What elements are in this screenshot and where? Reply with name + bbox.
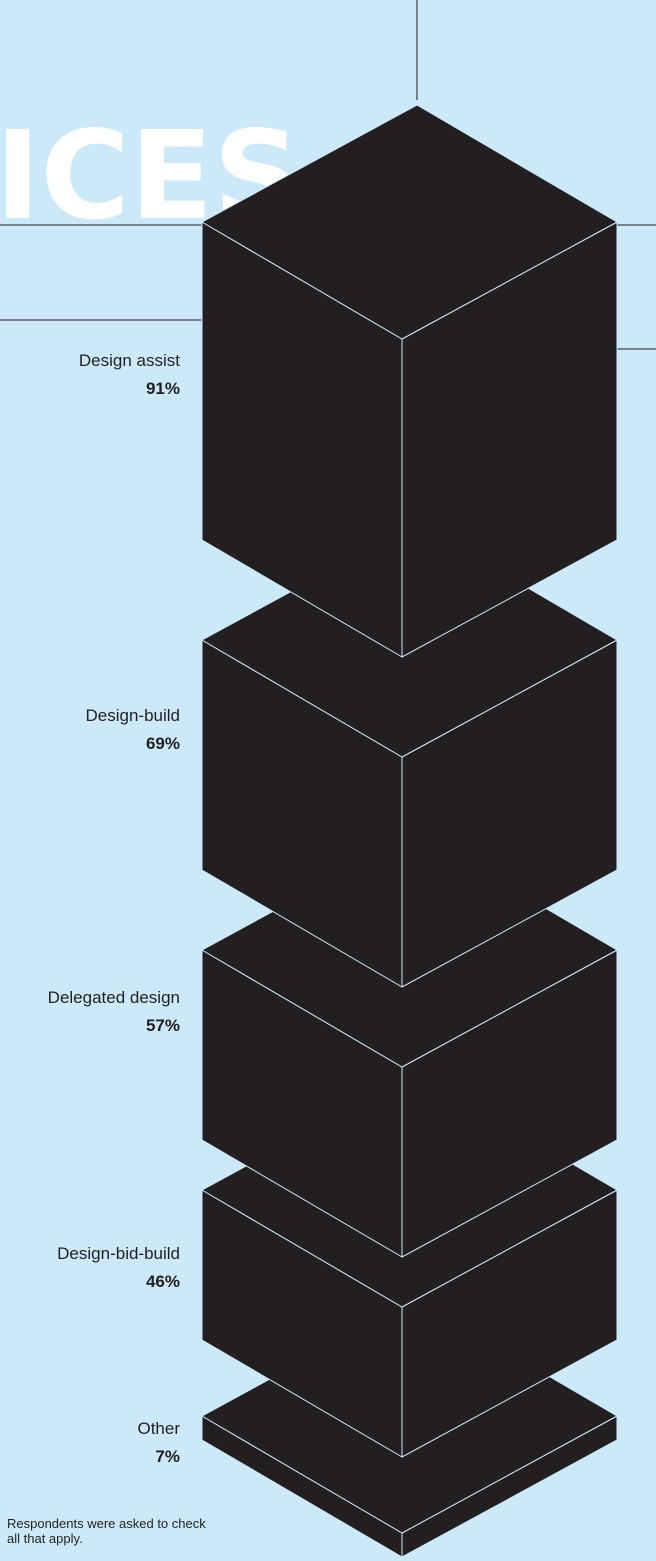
category-name: Design assist (78, 351, 180, 370)
category-label: Design assist 91% (79, 351, 180, 399)
category-value: 57% (145, 1016, 180, 1035)
chart-blocks (201, 104, 618, 1558)
category-value: 46% (145, 1272, 180, 1291)
category-name: Delegated design (47, 988, 180, 1007)
category-label: Design-bid-build 46% (57, 1244, 180, 1292)
category-label: Delegated design 57% (48, 988, 180, 1036)
bar-top-face (201, 104, 618, 340)
divider-lines (0, 0, 656, 350)
category-value: 69% (145, 734, 180, 753)
category-name: Design-build (85, 706, 181, 725)
category-value: 91% (145, 379, 180, 398)
category-label: Other 7% (137, 1419, 180, 1467)
chart-bar (201, 104, 618, 658)
category-value: 7% (155, 1447, 180, 1466)
category-label: Design-build 69% (86, 706, 181, 754)
category-name: Design-bid-build (57, 1244, 180, 1263)
category-name: Other (137, 1419, 180, 1438)
footnote: Respondents were asked to check all that… (7, 1516, 206, 1546)
